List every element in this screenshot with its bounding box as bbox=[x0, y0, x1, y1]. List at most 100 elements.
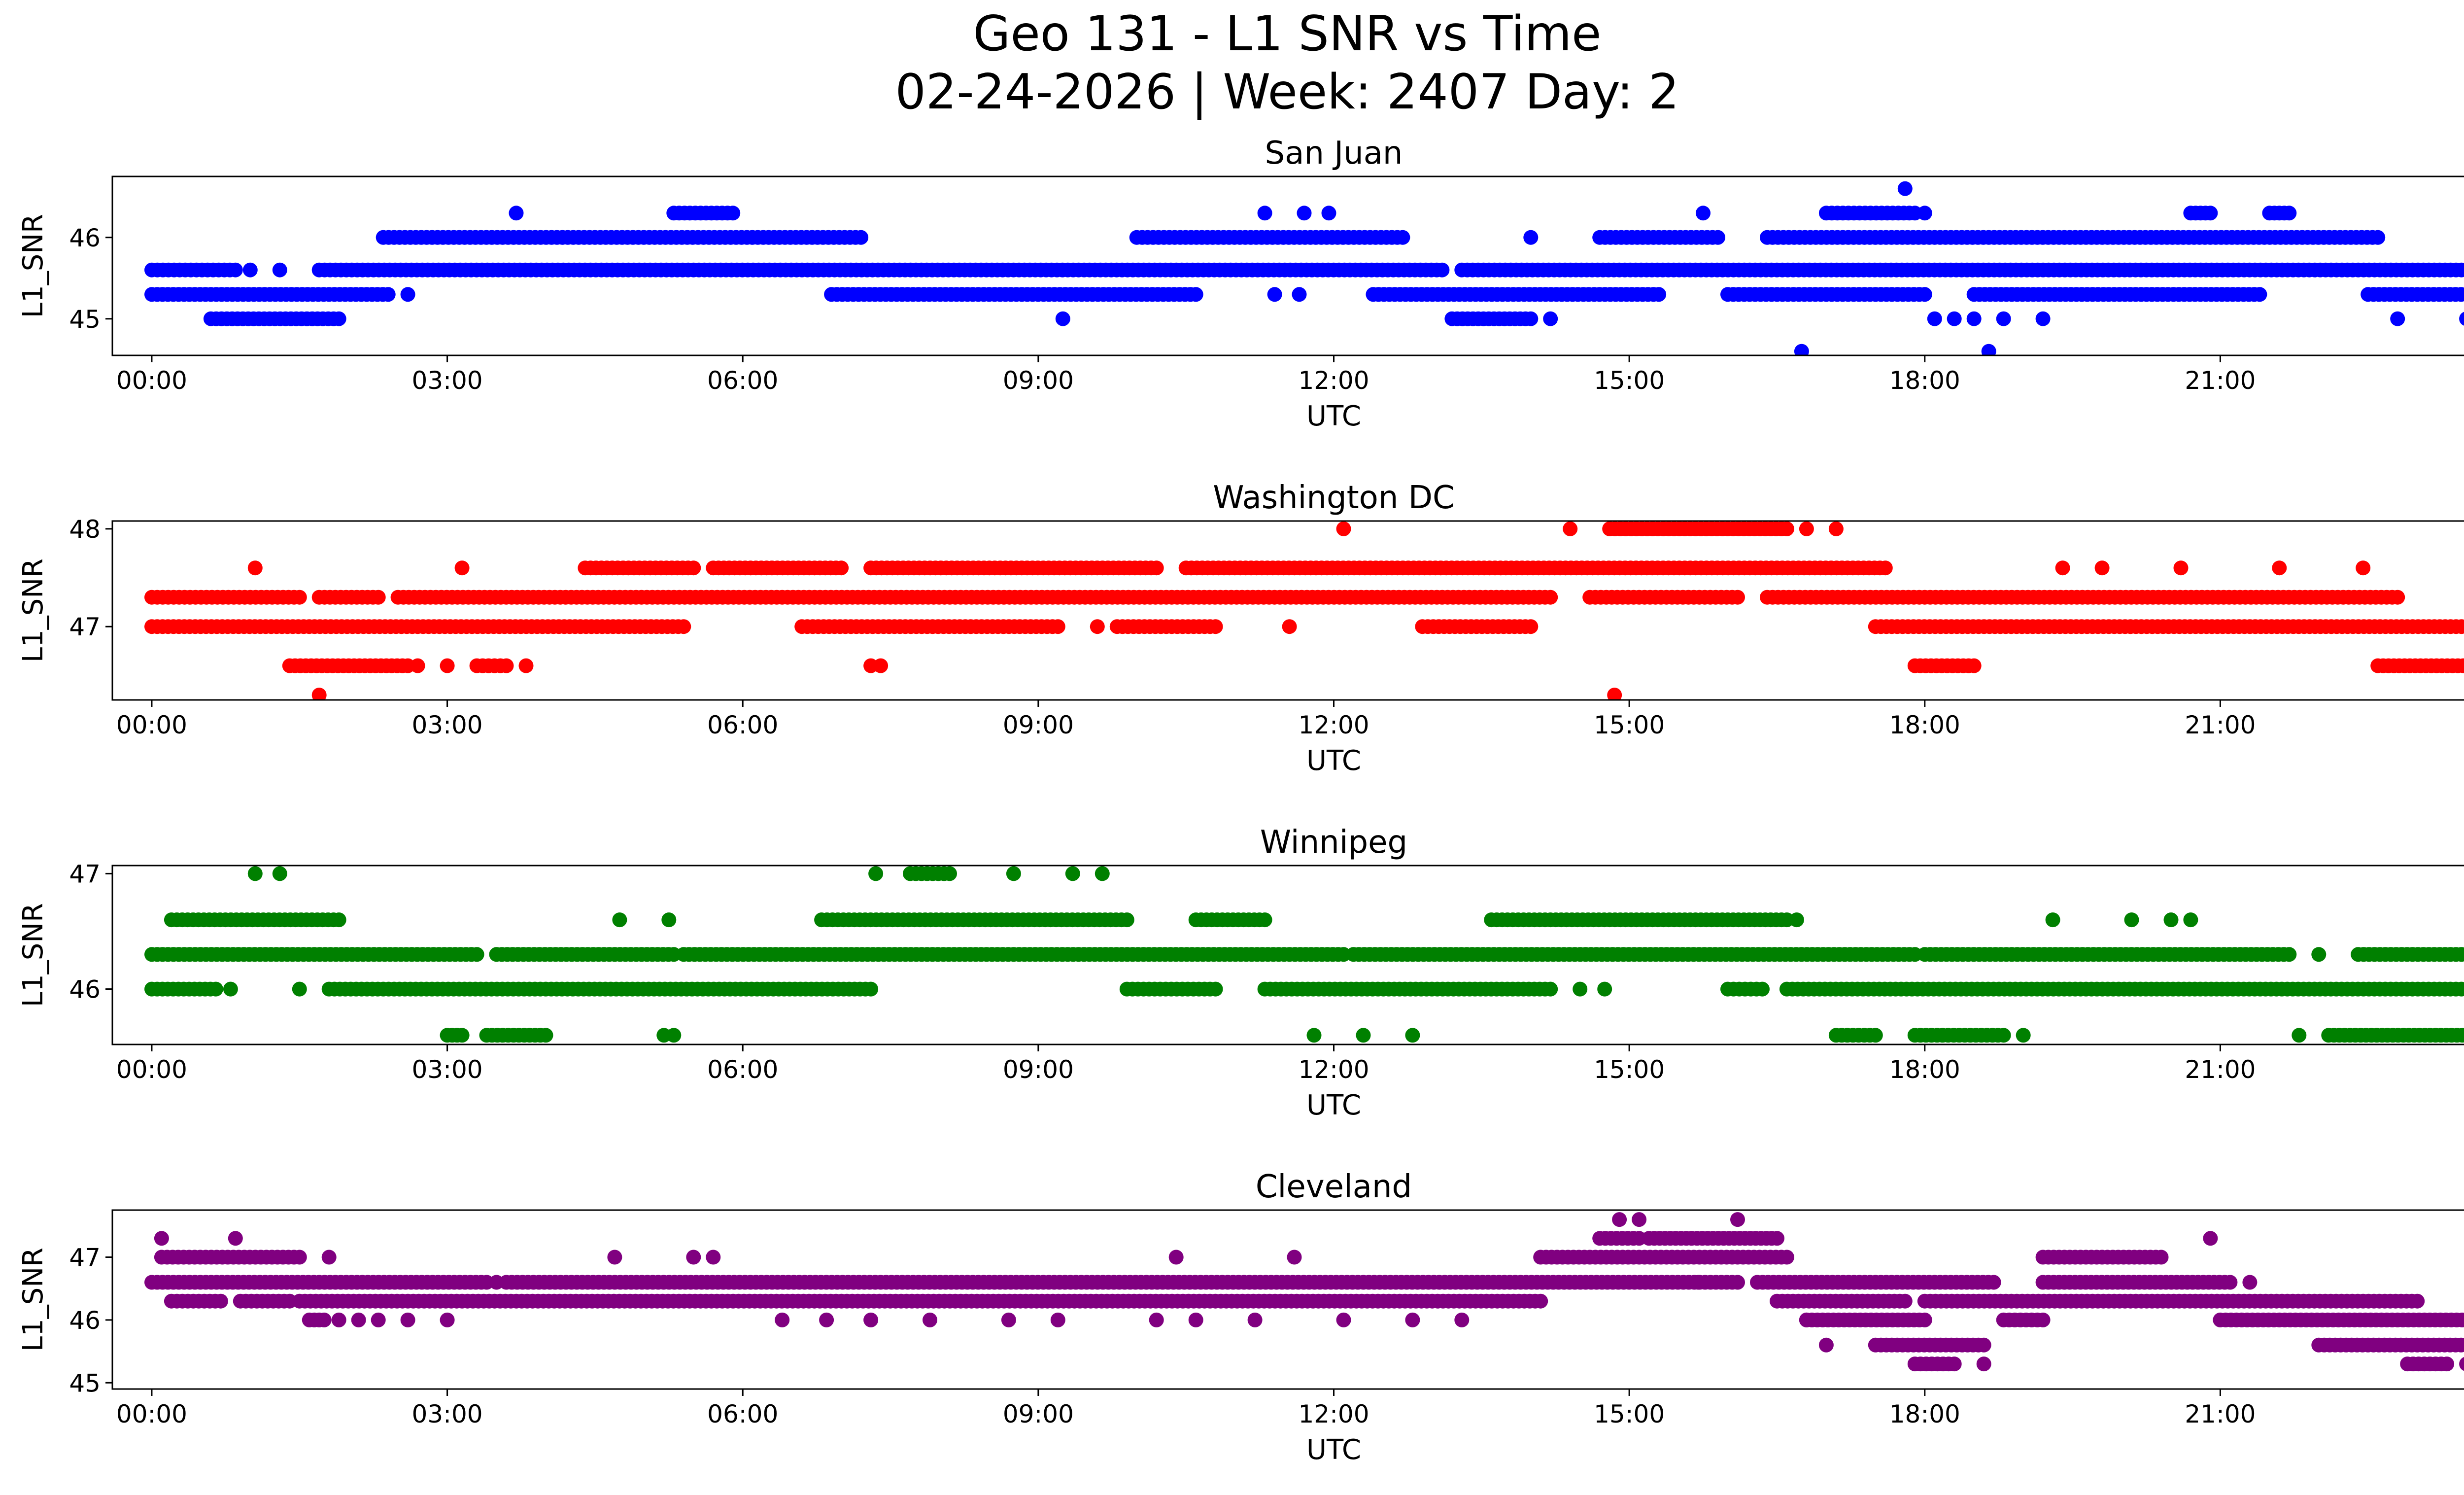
data-point bbox=[1799, 1312, 1814, 1327]
data-point bbox=[1321, 206, 1336, 221]
data-point bbox=[247, 866, 263, 881]
data-point bbox=[1966, 311, 1982, 326]
data-point bbox=[538, 1028, 553, 1043]
data-point bbox=[1454, 1312, 1470, 1327]
data-point bbox=[1543, 981, 1558, 997]
data-point bbox=[380, 287, 396, 302]
figure-title-line1: Geo 131 - L1 SNR vs Time bbox=[973, 6, 1602, 62]
data-point bbox=[1976, 1356, 1991, 1372]
data-point bbox=[2460, 1029, 2464, 1042]
data-point bbox=[1149, 560, 1164, 576]
x-tick-label: 00:00 bbox=[116, 711, 187, 739]
data-point bbox=[371, 1312, 386, 1327]
y-tick-label: 48 bbox=[69, 515, 101, 544]
x-tick-label: 00:00 bbox=[116, 1400, 187, 1428]
data-point bbox=[1730, 1275, 1745, 1290]
y-tick-label: 45 bbox=[69, 1369, 101, 1397]
data-point bbox=[1597, 981, 1612, 997]
y-tick-label: 47 bbox=[69, 860, 101, 888]
data-point bbox=[1001, 1312, 1016, 1327]
subplot-san-juan: San Juan 00:00 03:00 06:00 09:00 12:00 15:00 18… bbox=[17, 135, 2464, 432]
data-points bbox=[144, 181, 2464, 355]
data-point bbox=[509, 206, 524, 221]
data-point bbox=[469, 947, 484, 962]
data-point bbox=[1691, 1275, 1706, 1290]
y-axis-label: L1_SNR bbox=[17, 558, 49, 662]
x-tick-label: 18:00 bbox=[1889, 366, 1960, 395]
data-point bbox=[1095, 866, 1110, 881]
y-axis-label: L1_SNR bbox=[17, 1248, 49, 1352]
data-point bbox=[371, 590, 386, 605]
x-axis-label: UTC bbox=[1306, 400, 1361, 432]
data-point bbox=[1543, 590, 1558, 605]
data-point bbox=[208, 981, 223, 997]
x-tick-label: 21:00 bbox=[2185, 1400, 2256, 1428]
x-tick-label: 03:00 bbox=[412, 1400, 483, 1428]
y-tick-label: 46 bbox=[69, 975, 101, 1004]
data-point bbox=[676, 619, 691, 634]
data-point bbox=[873, 658, 889, 673]
data-point bbox=[1828, 521, 1844, 536]
data-point bbox=[1947, 311, 1962, 326]
data-point bbox=[1779, 1250, 1794, 1265]
data-point bbox=[1405, 1028, 1420, 1043]
data-point bbox=[1897, 1293, 1913, 1309]
x-tick-label: 18:00 bbox=[1889, 1400, 1960, 1428]
data-point bbox=[1543, 311, 1558, 326]
data-points bbox=[144, 866, 2464, 1043]
subplot-winnipeg: Winnipeg 00:00 03:00 06:00 09:00 12:00 15:00 18… bbox=[17, 824, 2464, 1121]
data-point bbox=[1119, 912, 1134, 928]
data-point bbox=[400, 287, 415, 302]
data-point bbox=[1755, 981, 1770, 997]
data-point bbox=[834, 560, 849, 576]
subplot-title: Washington DC bbox=[1213, 480, 1454, 516]
data-point bbox=[410, 658, 425, 673]
data-point bbox=[2459, 947, 2464, 962]
x-tick-label: 21:00 bbox=[2185, 711, 2256, 739]
data-point bbox=[331, 912, 346, 928]
data-point bbox=[247, 560, 263, 576]
data-point bbox=[1208, 981, 1223, 997]
data-point bbox=[2203, 206, 2218, 221]
data-point bbox=[292, 1250, 307, 1265]
data-point bbox=[2016, 1028, 2031, 1043]
x-tick-label: 09:00 bbox=[1003, 1055, 1074, 1084]
data-point bbox=[1188, 1312, 1203, 1327]
data-point bbox=[1651, 287, 1667, 302]
data-point bbox=[775, 1312, 790, 1327]
data-point bbox=[661, 912, 677, 928]
subplot-cleveland: Cleveland 00:00 03:00 06:00 09:00 12:00 15:00 1… bbox=[17, 1169, 2464, 1466]
data-point bbox=[1306, 1028, 1322, 1043]
data-point bbox=[2460, 620, 2464, 633]
x-tick-label: 12:00 bbox=[1298, 366, 1369, 395]
data-point bbox=[272, 262, 287, 278]
data-point bbox=[1868, 1028, 1883, 1043]
x-tick-label: 21:00 bbox=[2185, 1055, 2256, 1084]
data-point bbox=[1573, 981, 1588, 997]
data-point bbox=[1981, 344, 1996, 355]
data-point bbox=[1730, 1212, 1745, 1227]
x-tick-label: 12:00 bbox=[1298, 1055, 1369, 1084]
data-points bbox=[144, 521, 2464, 700]
data-point bbox=[440, 1312, 455, 1327]
x-tick-label: 06:00 bbox=[707, 366, 778, 395]
data-point bbox=[1986, 1275, 2001, 1290]
data-point bbox=[1563, 521, 1578, 536]
x-tick-label: 18:00 bbox=[1889, 1055, 1960, 1084]
data-point bbox=[1523, 230, 1539, 245]
x-tick-label: 12:00 bbox=[1298, 711, 1369, 739]
data-point bbox=[1789, 912, 1804, 928]
x-tick-label: 00:00 bbox=[116, 366, 187, 395]
data-point bbox=[1336, 521, 1351, 536]
data-point bbox=[1917, 1312, 1932, 1327]
data-point bbox=[2459, 1338, 2464, 1352]
data-point bbox=[2460, 1313, 2464, 1327]
data-point bbox=[311, 688, 327, 700]
data-point bbox=[2390, 311, 2405, 326]
data-point bbox=[2124, 912, 2139, 928]
data-point bbox=[400, 1312, 415, 1327]
data-point bbox=[2461, 660, 2464, 672]
data-point bbox=[454, 1028, 470, 1043]
data-point bbox=[1247, 1312, 1263, 1327]
data-point bbox=[1050, 1312, 1065, 1327]
